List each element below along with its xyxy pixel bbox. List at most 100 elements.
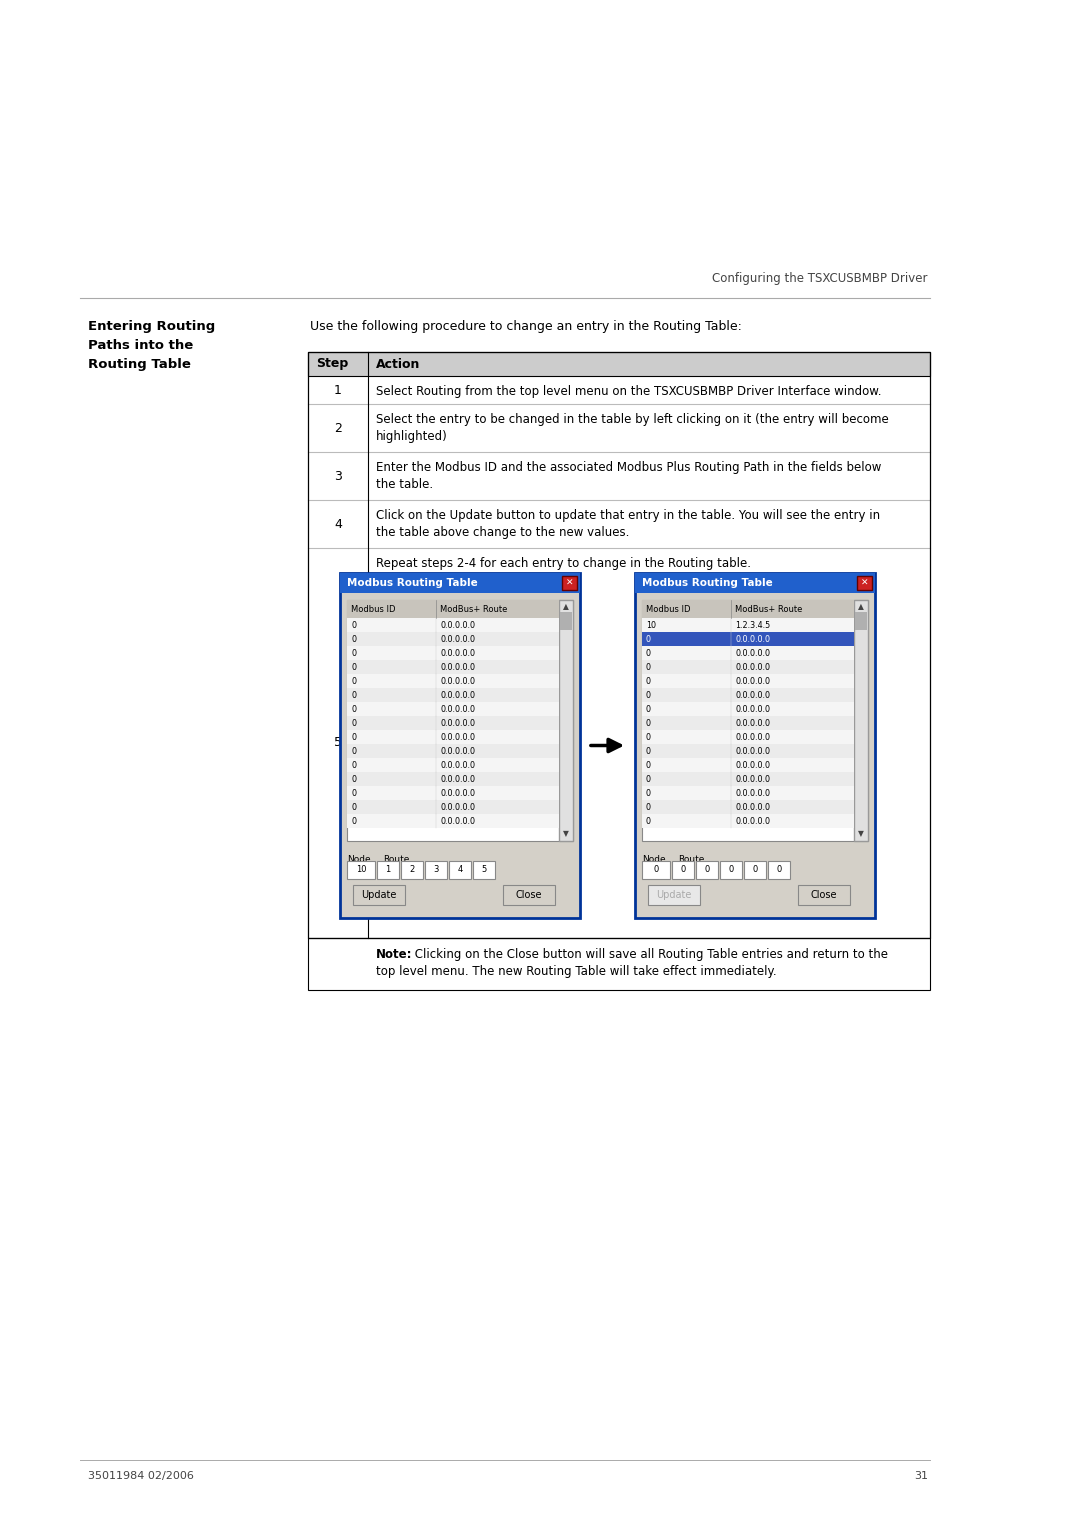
- Text: 0.0.0.0.0: 0.0.0.0.0: [440, 634, 475, 643]
- Bar: [744, 860, 766, 879]
- Text: 0: 0: [646, 788, 651, 798]
- Text: 0: 0: [728, 865, 733, 874]
- Text: 10: 10: [355, 865, 366, 874]
- Text: 4: 4: [334, 518, 342, 530]
- Bar: [347, 758, 559, 772]
- Bar: [642, 730, 854, 744]
- Text: 0: 0: [646, 648, 651, 657]
- Text: 0: 0: [646, 732, 651, 741]
- Bar: [347, 646, 559, 660]
- Text: 0.0.0.0.0: 0.0.0.0.0: [440, 816, 475, 825]
- Text: Modbus Routing Table: Modbus Routing Table: [347, 578, 477, 588]
- Text: 0: 0: [351, 677, 356, 686]
- Text: 2: 2: [409, 865, 415, 874]
- Text: 3: 3: [334, 469, 342, 483]
- Bar: [562, 576, 577, 590]
- Bar: [347, 660, 559, 674]
- Bar: [855, 613, 867, 630]
- Bar: [377, 860, 399, 879]
- Text: 0: 0: [351, 788, 356, 798]
- Text: 0: 0: [351, 802, 356, 811]
- Text: Modbus Routing Table: Modbus Routing Table: [642, 578, 773, 588]
- Text: the table above change to the new values.: the table above change to the new values…: [376, 526, 630, 539]
- Bar: [308, 549, 930, 938]
- Text: 0.0.0.0.0: 0.0.0.0.0: [735, 761, 770, 770]
- Text: 0: 0: [680, 865, 686, 874]
- Text: ModBus+ Route: ModBus+ Route: [440, 605, 508, 614]
- Bar: [347, 772, 559, 785]
- Bar: [353, 885, 405, 905]
- Bar: [503, 885, 555, 905]
- Text: 0: 0: [351, 691, 356, 700]
- Bar: [347, 617, 559, 633]
- Text: Close: Close: [516, 889, 542, 900]
- Bar: [347, 801, 559, 814]
- Text: Action: Action: [376, 358, 420, 370]
- Text: 0.0.0.0.0: 0.0.0.0.0: [735, 732, 770, 741]
- Text: Select the entry to be changed in the table by left clicking on it (the entry wi: Select the entry to be changed in the ta…: [376, 413, 889, 426]
- Text: 0: 0: [646, 634, 651, 643]
- Bar: [559, 601, 573, 840]
- Text: 0.0.0.0.0: 0.0.0.0.0: [735, 816, 770, 825]
- Bar: [635, 573, 875, 918]
- Bar: [642, 674, 854, 688]
- Text: 0.0.0.0.0: 0.0.0.0.0: [735, 775, 770, 784]
- Text: Enter the Modbus ID and the associated Modbus Plus Routing Path in the fields be: Enter the Modbus ID and the associated M…: [376, 461, 881, 474]
- Bar: [642, 717, 854, 730]
- Bar: [642, 601, 868, 840]
- Text: Use the following procedure to change an entry in the Routing Table:: Use the following procedure to change an…: [310, 319, 742, 333]
- Text: 1: 1: [386, 865, 391, 874]
- Bar: [642, 701, 854, 717]
- Bar: [798, 885, 850, 905]
- Text: 0.0.0.0.0: 0.0.0.0.0: [440, 704, 475, 714]
- Bar: [308, 351, 930, 376]
- Text: 0: 0: [646, 691, 651, 700]
- Text: 0: 0: [351, 816, 356, 825]
- Text: 0.0.0.0.0: 0.0.0.0.0: [735, 663, 770, 671]
- Text: Route: Route: [678, 854, 704, 863]
- Bar: [308, 500, 930, 549]
- Text: 0: 0: [351, 648, 356, 657]
- Text: ✕: ✕: [861, 579, 868, 587]
- Text: 0.0.0.0.0: 0.0.0.0.0: [735, 704, 770, 714]
- Bar: [347, 860, 375, 879]
- Text: 0: 0: [351, 663, 356, 671]
- Bar: [672, 860, 694, 879]
- Text: 3: 3: [433, 865, 438, 874]
- Bar: [347, 730, 559, 744]
- Bar: [642, 860, 670, 879]
- Text: Update: Update: [362, 889, 396, 900]
- Text: 0: 0: [351, 704, 356, 714]
- Text: ▲: ▲: [563, 602, 569, 611]
- Text: 0: 0: [351, 718, 356, 727]
- Bar: [642, 814, 854, 828]
- Text: 0: 0: [646, 704, 651, 714]
- Text: 0.0.0.0.0: 0.0.0.0.0: [440, 747, 475, 755]
- Text: ▼: ▼: [859, 830, 864, 839]
- Bar: [347, 785, 559, 801]
- Text: 0: 0: [704, 865, 710, 874]
- Text: ▼: ▼: [563, 830, 569, 839]
- Text: 0.0.0.0.0: 0.0.0.0.0: [440, 788, 475, 798]
- Text: highlighted): highlighted): [376, 429, 448, 443]
- Text: Entering Routing
Paths into the
Routing Table: Entering Routing Paths into the Routing …: [87, 319, 215, 371]
- Bar: [720, 860, 742, 879]
- Text: 31: 31: [914, 1471, 928, 1481]
- Text: 0: 0: [653, 865, 659, 874]
- Text: 0: 0: [646, 718, 651, 727]
- Text: ▲: ▲: [859, 602, 864, 611]
- Bar: [347, 814, 559, 828]
- Text: 4: 4: [457, 865, 462, 874]
- Text: 0: 0: [646, 677, 651, 686]
- Bar: [473, 860, 495, 879]
- Bar: [308, 351, 930, 938]
- Bar: [854, 601, 868, 840]
- Bar: [642, 617, 854, 633]
- Bar: [340, 573, 580, 918]
- Text: 0.0.0.0.0: 0.0.0.0.0: [440, 677, 475, 686]
- Text: 10: 10: [646, 620, 656, 630]
- Bar: [642, 633, 854, 646]
- Text: 0.0.0.0.0: 0.0.0.0.0: [440, 802, 475, 811]
- Text: the table.: the table.: [376, 478, 433, 490]
- Bar: [642, 601, 854, 617]
